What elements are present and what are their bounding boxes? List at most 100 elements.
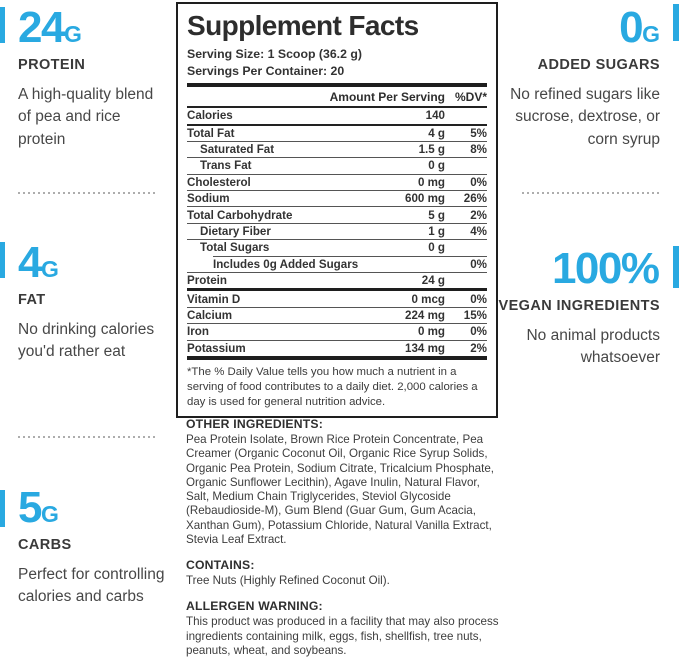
stat-added-sugars-label: ADDED SUGARS [537,57,660,73]
other-ingredients-body: Pea Protein Isolate, Brown Rice Protein … [186,433,495,546]
section-other-ingredients: OTHER INGREDIENTS: Pea Protein Isolate, … [186,417,499,547]
stat-added-sugars: 0G ADDED SUGARS No refined sugars like s… [505,6,660,151]
table-divider [187,140,487,142]
nutrient-row: Sodium 600 mg 26% [187,191,487,206]
nutrient-amount: 5 g [428,208,445,222]
panel-title: Supplement Facts [187,10,419,41]
stat-protein-value: 24G [18,3,82,52]
table-divider [187,157,487,159]
nutrient-dv: 0% [470,292,487,306]
nutrient-amount: 134 mg [405,341,445,355]
nutrient-name: Vitamin D [187,292,241,306]
contains-heading: CONTAINS: [186,558,255,572]
nutrient-dv: 5% [470,126,487,140]
nutrient-row: Cholesterol 0 mg 0% [187,175,487,190]
stat-vegan-label: VEGAN INGREDIENTS [498,298,660,314]
nutrient-name: Total Fat [187,126,235,140]
stat-carbs: 5G CARBS Perfect for controlling calorie… [18,486,168,609]
nutrient-amount: 0 mg [417,325,445,339]
table-divider [187,339,487,341]
nutrient-amount: 140 [425,109,445,123]
table-divider [187,272,487,274]
nutrient-row: Protein 24 g [187,273,487,288]
table-divider [187,239,487,241]
left-edge-accent-bar-fat [0,242,5,278]
stat-fat-unit: G [40,256,59,282]
nutrient-dv: 0% [470,325,487,339]
section-allergen-warning: ALLERGEN WARNING: This product was produ… [186,599,499,658]
nutrient-row: Total Sugars 0 g [187,240,487,255]
other-ingredients-heading: OTHER INGREDIENTS: [186,417,323,431]
stat-carbs-description: Perfect for controlling calories and car… [18,566,165,606]
stat-fat-value: 4G [18,238,59,287]
nutrient-row: Calories 140 [187,108,487,123]
stat-vegan-description: No animal products whatsoever [526,327,660,367]
stat-protein-label: PROTEIN [18,57,86,73]
nutrient-dv: 2% [470,208,487,222]
stat-carbs-unit: G [40,501,59,527]
nutrient-dv: 2% [470,341,487,355]
nutrient-name: Total Sugars [200,241,270,255]
table-divider [187,123,487,126]
servings-per-container: Servings Per Container: 20 [187,63,345,78]
serving-size: Serving Size: 1 Scoop (36.2 g) [187,47,362,62]
table-header: Amount Per Serving %DV* [187,87,487,106]
nutrient-dv: 0% [470,175,487,189]
right-dotted-divider-1 [522,192,660,194]
dv-footnote: *The % Daily Value tells you how much a … [187,366,478,409]
stat-added-sugars-value: 0G [619,3,660,52]
table-divider [187,206,487,208]
right-edge-accent-bar-sugars [673,4,679,41]
supplement-facts-panel: Supplement Facts Serving Size: 1 Scoop (… [176,2,498,418]
nutrient-amount: 0 g [428,159,445,173]
table-divider [187,190,487,192]
nutrient-dv: 26% [463,192,487,206]
nutrient-row: Iron 0 mg 0% [187,324,487,339]
stat-added-sugars-unit: G [642,21,660,47]
nutrient-row: Trans Fat 0 g [187,158,487,173]
nutrient-amount: 0 mg [417,175,445,189]
nutrient-dv: 15% [463,309,487,322]
nutrient-amount: 224 mg [405,309,445,322]
nutrient-row: Calcium 224 mg 15% [187,308,487,323]
allergen-warning-body: This product was produced in a facility … [186,615,499,657]
stat-carbs-label: CARBS [18,537,72,553]
nutrient-name: Protein [187,274,227,288]
header-dv: %DV* [454,90,487,105]
header-amount-per-serving: Amount Per Serving [329,90,445,105]
nutrient-amount: 24 g [421,274,445,288]
nutrient-row: Total Fat 4 g 5% [187,126,487,141]
nutrient-name: Iron [187,325,209,339]
nutrient-amount: 600 mg [405,192,445,206]
table-divider [187,222,487,224]
nutrient-name: Calories [187,109,233,123]
nutrient-name: Saturated Fat [200,143,275,157]
table-divider [187,306,487,308]
left-dotted-divider-1 [18,192,156,194]
nutrient-name: Potassium [187,341,246,355]
nutrient-row: Dietary Fiber 1 g 4% [187,224,487,239]
left-edge-accent-bar-protein [0,7,5,43]
nutrient-row: Includes 0g Added Sugars 0% [187,257,487,272]
stat-protein-description: A high-quality blend of pea and rice pro… [18,86,154,148]
nutrient-name: Calcium [187,309,233,322]
nutrient-row: Potassium 134 mg 2% [187,341,487,356]
nutrient-row: Vitamin D 0 mcg 0% [187,291,487,306]
nutrient-amount: 1.5 g [418,143,445,157]
nutrient-name: Dietary Fiber [200,225,271,239]
nutrient-row: Total Carbohydrate 5 g 2% [187,207,487,222]
nutrient-amount: 0 g [428,241,445,255]
table-divider [187,173,487,175]
stat-protein: 24G PROTEIN A high-quality blend of pea … [18,6,160,151]
stat-protein-unit: G [63,21,82,47]
stat-fat-label: FAT [18,292,46,308]
nutrient-name: Includes 0g Added Sugars [213,257,359,271]
right-edge-accent-bar-vegan [673,246,679,288]
nutrient-name: Trans Fat [200,159,252,173]
allergen-warning-heading: ALLERGEN WARNING: [186,599,323,614]
stat-vegan-unit: % [620,244,660,293]
nutrient-row: Saturated Fat 1.5 g 8% [187,142,487,157]
table-divider [187,288,487,292]
nutrient-name: Cholesterol [187,175,251,189]
